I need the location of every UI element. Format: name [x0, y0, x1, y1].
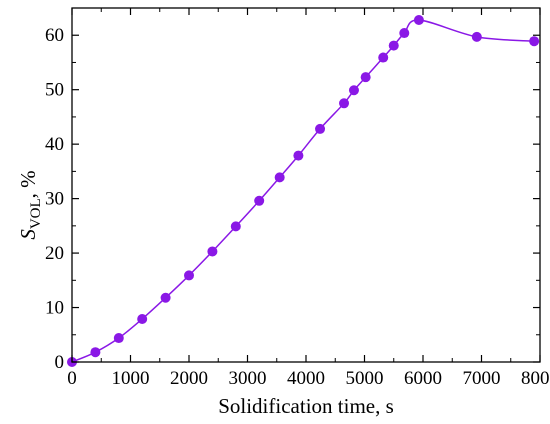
- data-point: [113, 333, 124, 344]
- data-point: [399, 28, 410, 39]
- data-point: [160, 292, 171, 303]
- y-tick-label: 30: [45, 189, 64, 210]
- y-tick-label: 0: [55, 352, 65, 373]
- x-tick-label: 6000: [404, 368, 442, 389]
- data-point: [471, 31, 482, 42]
- data-point: [90, 347, 101, 358]
- data-point: [378, 52, 389, 63]
- y-axis-label-sub: VOL: [28, 198, 44, 229]
- x-tick-label: 5000: [346, 368, 384, 389]
- data-point: [207, 246, 218, 257]
- x-tick-label: 3000: [229, 368, 267, 389]
- plot-area: [67, 14, 540, 367]
- data-point: [413, 14, 424, 25]
- y-tick-label: 20: [45, 243, 64, 264]
- data-point: [348, 85, 359, 96]
- data-point: [184, 270, 194, 281]
- data-point: [315, 123, 326, 134]
- x-tick-label: 0: [67, 368, 77, 389]
- x-tick-label: 1000: [112, 368, 150, 389]
- data-point: [293, 150, 304, 161]
- y-tick-label: 50: [45, 80, 64, 101]
- x-tick-label: 2000: [170, 368, 208, 389]
- y-tick-label: 10: [45, 298, 64, 319]
- plot-frame: [71, 7, 541, 363]
- data-point: [254, 195, 265, 206]
- data-point: [274, 172, 285, 183]
- data-point: [137, 313, 148, 324]
- data-point: [339, 98, 350, 109]
- x-tick-label: 4000: [287, 368, 325, 389]
- y-axis-label-suffix: , %: [16, 170, 40, 198]
- y-tick-label: 40: [45, 134, 64, 155]
- y-axis-label: SVOL, %: [16, 170, 44, 239]
- data-point: [388, 40, 399, 51]
- data-point: [230, 221, 241, 232]
- data-point: [529, 36, 540, 47]
- x-axis-label: Solidification time, s: [218, 394, 394, 418]
- data-point: [360, 72, 371, 83]
- y-axis-label-main: S: [16, 229, 40, 240]
- series-line: [71, 19, 535, 363]
- y-tick-label: 60: [45, 25, 64, 46]
- x-tick-label: 7000: [463, 368, 501, 389]
